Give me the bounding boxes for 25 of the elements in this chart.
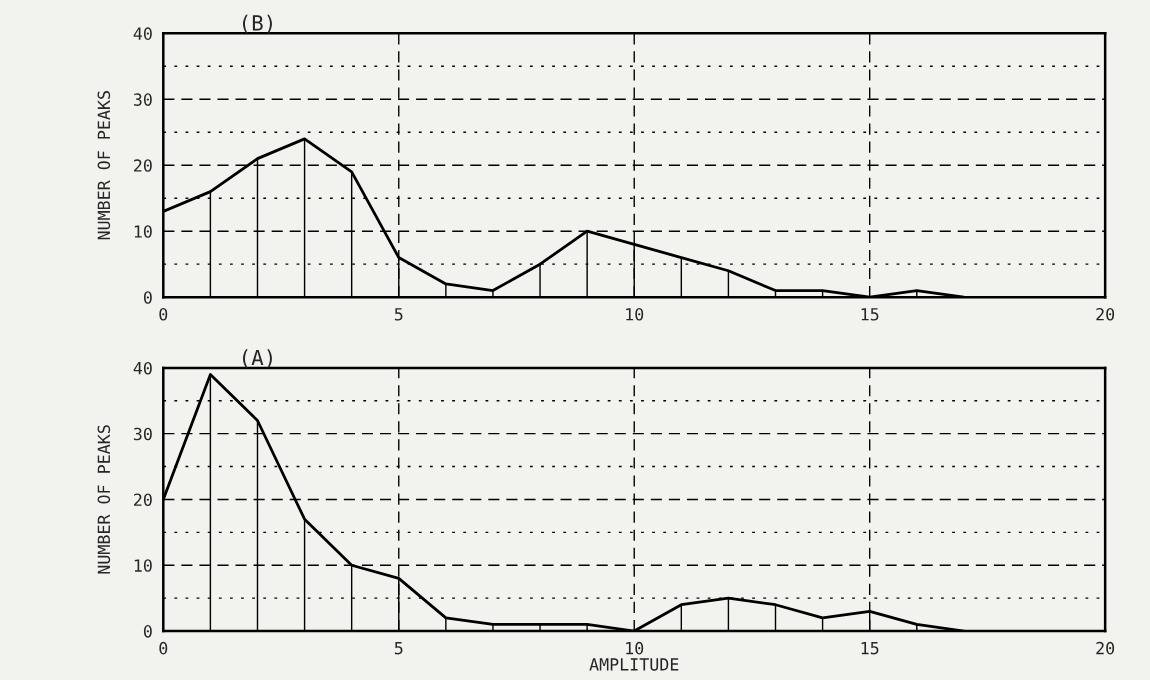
- x-tick-label: 15: [861, 308, 879, 321]
- y-tick-label: 30: [133, 427, 152, 441]
- x-tick-label: 20: [1096, 641, 1115, 655]
- y-axis-title: NUMBER OF PEAKS: [97, 425, 111, 574]
- x-tick-label: 10: [626, 307, 644, 321]
- y-tick-label: 0: [143, 291, 152, 304]
- x-tick-label: 0: [159, 307, 168, 321]
- y-tick-label: 10: [134, 559, 152, 572]
- x-tick-label: 0: [159, 641, 168, 655]
- y-tick-label: 40: [133, 27, 152, 40]
- x-axis-title: AMPLITUDE: [589, 658, 679, 671]
- y-axis-title: NUMBER OF PEAKS: [97, 91, 111, 240]
- y-tick-label: 20: [134, 159, 152, 172]
- y-tick-label: 20: [134, 493, 152, 507]
- x-tick-label: 10: [626, 641, 644, 655]
- x-tick-label: 20: [1096, 307, 1115, 321]
- y-tick-label: 40: [133, 361, 152, 375]
- y-tick-label: 0: [143, 625, 152, 638]
- x-tick-label: 15: [861, 642, 879, 655]
- chart-title: (A): [242, 349, 272, 368]
- x-tick-label: 5: [394, 308, 403, 321]
- x-tick-label: 5: [394, 642, 403, 655]
- y-tick-label: 10: [134, 225, 152, 238]
- chart-title: (B): [242, 14, 272, 34]
- y-tick-label: 30: [133, 93, 152, 106]
